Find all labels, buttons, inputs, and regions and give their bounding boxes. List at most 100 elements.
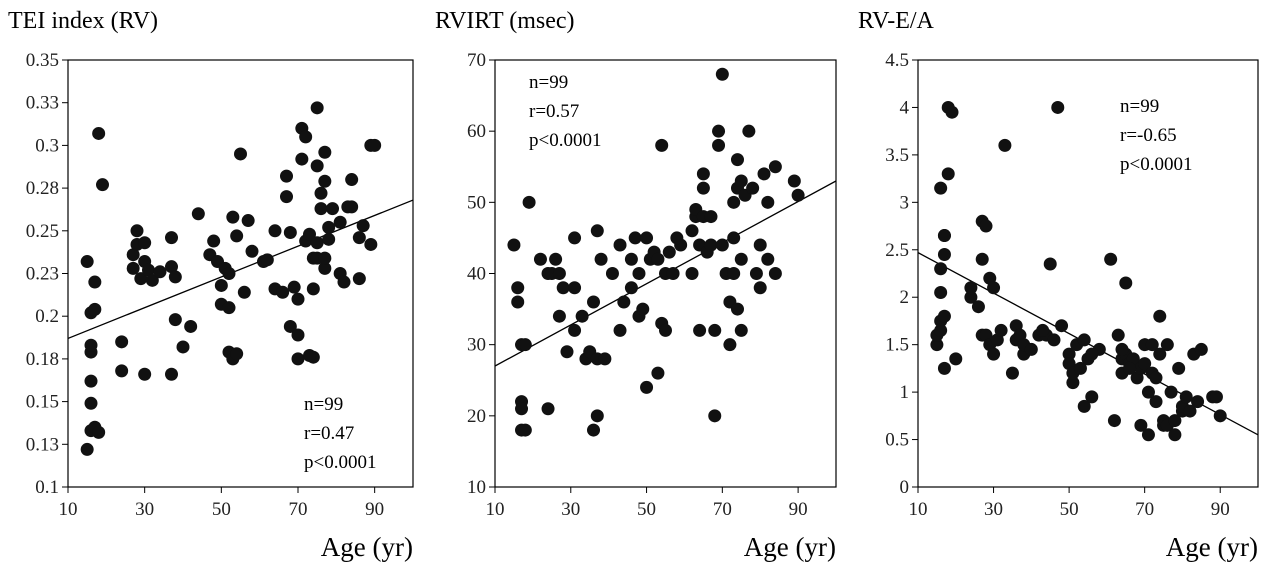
chart-2-data-point <box>522 195 536 209</box>
chart-3-y-tick-label: 0.5 <box>885 430 909 451</box>
chart-1-data-point <box>337 275 351 289</box>
chart-1-data-point <box>168 313 182 327</box>
chart-1-data-point <box>280 169 293 183</box>
chart-2-data-point <box>727 195 741 209</box>
chart-1-data-point <box>326 202 339 216</box>
chart-1-data-point <box>268 224 282 238</box>
chart-2-data-point <box>659 323 672 337</box>
chart-1-data-point <box>230 229 244 243</box>
chart-1-data-point <box>318 174 332 188</box>
chart-2-data-point <box>723 338 737 352</box>
chart-1-data-point <box>214 278 228 292</box>
chart-2-y-tick-label: 60 <box>467 121 486 142</box>
chart-1-data-point <box>153 265 167 279</box>
chart-3-data-point <box>1160 338 1174 352</box>
chart-2-data-point <box>598 352 612 366</box>
chart-2-data-point <box>587 423 601 437</box>
chart-1-data-point <box>368 138 382 152</box>
chart-2-data-point <box>507 238 521 252</box>
chart-1-data-point <box>88 302 102 316</box>
chart-1-data-point <box>356 219 370 233</box>
chart-1-data-point <box>80 442 94 456</box>
chart-3-data-point <box>937 361 951 375</box>
chart-3-data-point <box>1138 357 1152 371</box>
chart-2-x-axis-label: Age (yr) <box>744 532 836 562</box>
chart-3-y-tick-label: 3.5 <box>885 145 909 166</box>
chart-3-x-axis-label: Age (yr) <box>1166 532 1258 562</box>
chart-2-data-point <box>549 252 563 266</box>
chart-2-data-point <box>730 302 744 316</box>
chart-2-data-point <box>742 124 756 138</box>
chart-1-data-point <box>165 231 178 245</box>
chart-3-data-point <box>1183 404 1197 418</box>
chart-1-y-tick-label: 0.13 <box>26 434 59 455</box>
chart-3-data-point <box>1194 342 1208 356</box>
chart-3-data-point <box>930 338 944 352</box>
chart-3-data-point <box>1168 414 1182 428</box>
chart-3-data-point <box>1055 319 1069 333</box>
chart-1-title: TEI index (RV) <box>8 8 158 34</box>
chart-2-stat-line: n=99 <box>529 72 568 93</box>
chart-3-data-point <box>1213 409 1227 423</box>
chart-3: RV-E/A 0 0.5 1 1.5 2 2.5 3 3.5 4 4.5 10 30 50 70 90 Age … <box>858 8 1259 562</box>
chart-3-y-tick-label: 2 <box>900 287 910 308</box>
chart-2-data-point <box>666 267 680 280</box>
chart-1-stat-line: p<0.0001 <box>304 452 376 473</box>
chart-3-y-tick-label: 4 <box>900 97 910 118</box>
chart-2: RVIRT (msec) 10 20 30 40 50 60 70 10 30 50 70 90 Age … <box>435 8 837 562</box>
chart-1-y-tick-label: 0.35 <box>26 50 59 71</box>
chart-1-data-point <box>230 347 244 361</box>
chart-3-data-point <box>1047 333 1061 347</box>
chart-1-data-point <box>145 273 159 287</box>
chart-3-data-point <box>1145 338 1159 352</box>
chart-1-data-point <box>276 285 290 299</box>
chart-1-x-tick-label: 50 <box>212 499 231 520</box>
chart-3-data-point <box>1107 414 1121 428</box>
chart-3-data-point <box>941 167 955 181</box>
chart-2-y-tick-label: 30 <box>467 335 486 356</box>
chart-1-data-point <box>88 275 102 289</box>
chart-2-data-point <box>640 231 654 245</box>
chart-1-data-point <box>184 319 198 333</box>
chart-2-x-tick-label: 90 <box>789 499 808 520</box>
chart-3-data-point <box>1062 347 1076 361</box>
chart-2-data-point <box>515 402 529 416</box>
chart-1-data-point <box>207 234 221 248</box>
chart-1-data-point <box>80 255 94 269</box>
chart-1-data-point <box>287 280 301 294</box>
chart-1-data-point <box>92 126 106 140</box>
chart-1-data-point <box>306 282 320 296</box>
chart-3-data-point <box>987 347 1001 361</box>
chart-2-data-point <box>685 224 699 238</box>
chart-1-stat-line: r=0.47 <box>304 423 354 444</box>
chart-2-data-point <box>511 295 525 309</box>
chart-3-data-point <box>934 285 948 299</box>
chart-1-data-point <box>310 101 324 115</box>
chart-1-data-point <box>322 232 336 246</box>
chart-3-y-tick-label: 1 <box>900 382 910 403</box>
chart-2-data-point <box>708 409 722 423</box>
chart-3-data-point <box>964 290 978 304</box>
chart-2-data-point <box>768 267 782 280</box>
chart-1-y-tick-label: 0.33 <box>26 93 59 114</box>
chart-1-data-point <box>138 367 152 381</box>
chart-2-data-point <box>541 402 555 416</box>
chart-3-data-point <box>1172 361 1186 375</box>
chart-1-data-point <box>241 214 255 228</box>
chart-1-data-point <box>92 425 106 439</box>
chart-1-data-point <box>310 236 324 250</box>
chart-2-data-point <box>727 231 741 245</box>
chart-2-data-point <box>662 245 676 259</box>
chart-1-data-point <box>84 338 98 352</box>
chart-3-data-point <box>964 281 978 295</box>
chart-2-data-point <box>734 252 748 266</box>
chart-2-title: RVIRT (msec) <box>435 8 575 34</box>
chart-1-data-point <box>291 292 305 306</box>
chart-1-x-axis-label: Age (yr) <box>321 532 413 562</box>
chart-2-data-point <box>518 423 532 437</box>
chart-2-y-tick-label: 40 <box>467 264 486 285</box>
chart-2-data-point <box>753 238 767 252</box>
chart-3-y-tick-label: 4.5 <box>885 50 909 71</box>
chart-1-data-point <box>260 253 274 267</box>
